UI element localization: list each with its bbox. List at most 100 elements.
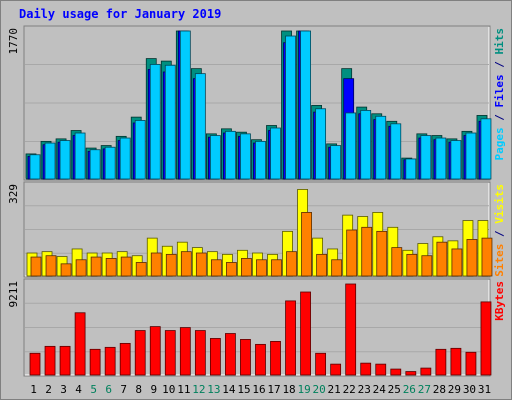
bar-kbytes — [360, 362, 372, 376]
legend-item: Visits — [493, 184, 506, 224]
day-label: 17 — [267, 383, 280, 396]
bar-sites — [376, 230, 388, 277]
bar-sites — [421, 255, 433, 277]
bar-kbytes — [104, 346, 116, 376]
bar-kbytes — [375, 363, 387, 376]
bar-sites — [210, 259, 222, 277]
bar-kbytes — [330, 363, 342, 376]
bar-kbytes — [164, 330, 176, 376]
bar-pages — [465, 132, 477, 180]
bar-sites — [45, 255, 57, 277]
bar-sites — [451, 248, 463, 277]
day-label: 18 — [282, 383, 295, 396]
bar-pages — [285, 35, 296, 180]
bar-pages — [270, 127, 281, 180]
bar-pages — [240, 133, 251, 180]
day-label: 15 — [237, 383, 250, 396]
bar-sites — [316, 253, 328, 277]
bar-pages — [225, 130, 236, 180]
bar-pages — [405, 158, 417, 180]
bar-kbytes — [149, 326, 161, 376]
legend-item: / — [493, 108, 506, 128]
legend-item: / — [493, 224, 506, 244]
bar-kbytes — [480, 301, 492, 376]
bar-pages — [74, 132, 86, 180]
bar-sites — [135, 262, 147, 277]
panel-middle: 329 Sites / Visits — [7, 181, 506, 278]
bar-pages — [29, 154, 41, 180]
bar-pages — [59, 140, 71, 180]
day-label: 29 — [448, 383, 461, 396]
bar-sites — [30, 256, 42, 277]
day-label: 28 — [433, 383, 446, 396]
day-label: 8 — [135, 383, 142, 396]
bar-kbytes — [285, 300, 296, 376]
panel-legend: Pages / Files / Hits — [493, 28, 506, 161]
bar-sites — [406, 253, 418, 277]
bar-kbytes — [315, 352, 327, 376]
bar-sites — [391, 247, 403, 277]
bar-kbytes — [134, 330, 146, 376]
chart-title: Daily usage for January 2019 — [19, 7, 221, 21]
bar-sites — [180, 251, 192, 277]
bar-sites — [331, 259, 343, 277]
panel-legend: Sites / Visits — [493, 184, 506, 277]
day-label: 12 — [192, 383, 205, 396]
day-label: 19 — [297, 383, 310, 396]
bar-sites — [241, 258, 252, 277]
bar-pages — [134, 120, 146, 180]
bar-sites — [256, 259, 267, 277]
day-label: 4 — [75, 383, 82, 396]
day-label: 22 — [343, 383, 356, 396]
bar-kbytes — [119, 342, 131, 376]
bar-pages — [89, 149, 101, 180]
bar-pages — [44, 142, 56, 180]
bar-kbytes — [420, 367, 432, 376]
bar-sites — [481, 237, 493, 277]
panel-bottom: 9211 KBytes — [7, 278, 506, 377]
bar-sites — [150, 252, 162, 277]
bar-pages — [360, 110, 372, 180]
day-label: 25 — [388, 383, 401, 396]
bar-sites — [286, 251, 297, 277]
bar-sites — [105, 258, 117, 277]
bar-kbytes — [405, 371, 417, 376]
bar-kbytes — [29, 352, 41, 376]
bar-pages — [179, 30, 191, 180]
bar-kbytes — [450, 347, 462, 376]
day-label: 1 — [30, 383, 37, 396]
day-label: 11 — [177, 383, 190, 396]
bar-pages — [164, 64, 176, 180]
bar-pages — [255, 140, 266, 180]
bar-kbytes — [255, 343, 266, 376]
bar-sites — [90, 256, 102, 277]
legend-item: Hits — [493, 28, 506, 55]
bar-kbytes — [465, 351, 477, 376]
bar-pages — [149, 64, 161, 180]
day-label: 23 — [358, 383, 371, 396]
day-label: 20 — [313, 383, 326, 396]
bar-sites — [165, 253, 177, 277]
day-label: 14 — [222, 383, 236, 396]
y-max-label: 1770 — [7, 28, 20, 55]
day-label: 6 — [105, 383, 112, 396]
day-label: 30 — [463, 383, 476, 396]
bar-kbytes — [225, 333, 236, 376]
day-label: 5 — [90, 383, 97, 396]
bar-kbytes — [59, 345, 71, 376]
bar-kbytes — [345, 283, 357, 376]
day-label: 16 — [252, 383, 265, 396]
day-label: 26 — [403, 383, 416, 396]
y-max-label: 329 — [7, 184, 20, 204]
day-label: 13 — [207, 383, 220, 396]
day-label: 31 — [478, 383, 491, 396]
bar-pages — [390, 123, 402, 180]
day-label: 2 — [45, 383, 52, 396]
day-label: 27 — [418, 383, 431, 396]
bar-pages — [315, 108, 327, 180]
bar-sites — [436, 241, 448, 277]
bar-kbytes — [240, 339, 251, 376]
day-label: 10 — [162, 383, 175, 396]
day-label: 21 — [328, 383, 341, 396]
